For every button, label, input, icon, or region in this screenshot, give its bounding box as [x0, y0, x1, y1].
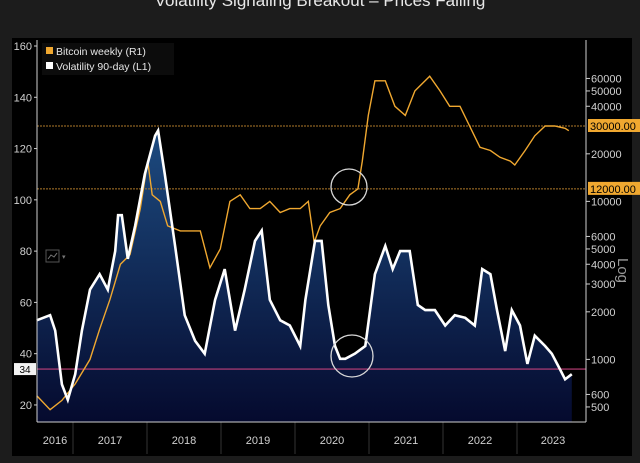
x-tick-label: 2020 — [320, 435, 344, 447]
right-tick-label: 2000 — [591, 307, 615, 319]
right-tick-label: 20000 — [591, 149, 622, 161]
current-value-box — [14, 363, 36, 376]
log-scale-label: Log — [614, 258, 631, 283]
legend-swatch-bitcoin — [46, 47, 53, 54]
right-tick-label: 60000 — [591, 73, 622, 85]
left-tick-label: 40 — [20, 349, 32, 361]
right-tick-label: 6000 — [591, 231, 615, 243]
right-tick-label: 50000 — [591, 86, 622, 98]
bitcoin-line — [36, 75, 570, 411]
price-marker-box — [588, 181, 640, 195]
volatility-line — [36, 126, 573, 404]
svg-text:▾: ▾ — [62, 254, 66, 261]
annotation-circle-volatility — [330, 334, 374, 378]
right-tick-label: 500 — [591, 402, 609, 414]
right-tick-label: 3000 — [591, 279, 615, 291]
legend-swatch-volatility — [46, 62, 53, 69]
x-tick-label: 2017 — [98, 435, 122, 447]
x-tick-label: 2018 — [172, 435, 196, 447]
annotation-circle-price — [330, 168, 368, 206]
x-tick-label: 2019 — [246, 435, 270, 447]
price-marker-label: 12000.00 — [590, 184, 636, 196]
x-tick-label: 2016 — [43, 435, 67, 447]
right-tick-label: 5000 — [591, 244, 615, 256]
left-tick-label: 160 — [14, 41, 32, 53]
left-tick-label: 20 — [20, 400, 32, 412]
right-tick-label: 40000 — [591, 101, 622, 113]
x-tick-label: 2021 — [394, 435, 418, 447]
chart-title: Volatility Signaling Breakout – Prices F… — [154, 0, 486, 10]
left-tick-label: 80 — [20, 246, 32, 258]
right-tick-label: 600 — [591, 389, 609, 401]
left-tick-label: 120 — [14, 144, 32, 156]
chart-type-icon[interactable]: ▾ — [45, 249, 66, 263]
legend: Bitcoin weekly (R1) Volatility 90-day (L… — [42, 43, 174, 75]
legend-bitcoin: Bitcoin weekly (R1) — [56, 46, 146, 58]
right-tick-label: 4000 — [591, 259, 615, 271]
current-value-label: 34 — [19, 365, 31, 376]
left-tick-label: 60 — [20, 297, 32, 309]
x-tick-label: 2022 — [468, 435, 492, 447]
right-tick-label: 10000 — [591, 196, 622, 208]
volatility-area — [36, 130, 572, 422]
price-marker-label: 30000.00 — [590, 121, 636, 133]
left-tick-label: 140 — [14, 92, 32, 104]
left-tick-label: 100 — [14, 195, 32, 207]
legend-volatility: Volatility 90-day (L1) — [56, 61, 151, 73]
right-tick-label: 1000 — [591, 354, 615, 366]
price-marker-box — [588, 119, 640, 132]
x-tick-label: 2023 — [541, 435, 565, 447]
